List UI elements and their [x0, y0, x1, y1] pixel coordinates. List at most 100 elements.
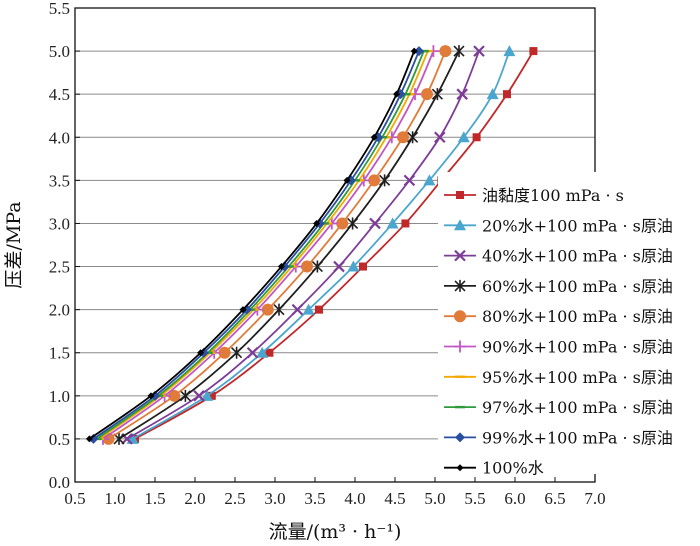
data-point	[369, 217, 381, 230]
data-point	[85, 435, 93, 443]
x-tick-label: 5.0	[424, 489, 445, 508]
legend-item-1: 20%水+100 mPa · s原油	[444, 216, 673, 235]
data-point	[410, 47, 418, 55]
data-point	[486, 88, 499, 100]
data-point	[368, 174, 381, 187]
x-axis-title: 流量/(m³ · h⁻¹)	[269, 521, 402, 543]
y-tick-label: 0.5	[49, 430, 70, 449]
data-point	[150, 390, 160, 401]
data-point	[147, 392, 155, 400]
x-tick-label: 2.0	[184, 489, 205, 508]
y-axis-title: 压差/MPa	[3, 201, 25, 288]
legend-item-6: 95%水+100 mPa · s原油	[444, 368, 673, 387]
x-tick-label: 3.0	[264, 489, 285, 508]
data-point	[393, 90, 401, 98]
series-line	[108, 50, 447, 440]
y-tick-label: 4.0	[49, 128, 70, 147]
series-line	[102, 50, 435, 440]
data-point	[246, 346, 259, 359]
data-point	[311, 260, 323, 273]
data-point	[401, 219, 410, 228]
series-line	[92, 50, 420, 440]
legend-item-5: 90%水+100 mPa · s原油	[444, 338, 673, 357]
x-tick-label: 4.0	[344, 489, 365, 508]
series-line	[118, 50, 460, 440]
data-point	[456, 88, 468, 100]
series-2	[121, 45, 485, 445]
data-point	[397, 131, 409, 144]
series-9	[85, 47, 418, 443]
series-3	[113, 45, 465, 445]
data-point	[503, 45, 516, 57]
y-tick-label: 5.5	[49, 0, 70, 18]
series-line	[126, 50, 480, 440]
legend-item-3: 60%水+100 mPa · s原油	[444, 277, 673, 296]
y-tick-label: 1.0	[49, 387, 70, 406]
legend-swatch-marker	[454, 219, 466, 231]
data-point	[414, 46, 424, 57]
data-point	[313, 219, 321, 227]
legend-item-9: 100%水	[444, 459, 544, 478]
data-point	[231, 346, 243, 359]
x-tick-label: 5.5	[464, 489, 485, 508]
data-point	[457, 131, 470, 143]
data-point	[256, 346, 269, 358]
data-point	[453, 45, 465, 58]
data-point	[273, 303, 285, 316]
legend-swatch-marker	[456, 191, 464, 199]
data-point	[201, 389, 213, 401]
data-point	[291, 303, 304, 316]
data-point	[261, 303, 274, 316]
legend-label: 97%水+100 mPa · s原油	[482, 398, 673, 417]
y-tick-label: 1.5	[49, 344, 70, 363]
data-point	[359, 262, 367, 271]
data-point	[179, 389, 191, 402]
legend-item-7: 97%水+100 mPa · s原油	[444, 398, 673, 417]
data-point	[421, 88, 433, 101]
data-point	[113, 432, 125, 445]
legend-swatch-marker	[454, 279, 466, 292]
data-point	[423, 174, 436, 186]
legend-label: 20%水+100 mPa · s原油	[482, 216, 673, 235]
data-point	[434, 131, 446, 144]
series-5	[97, 45, 440, 445]
x-tick-label: 2.5	[224, 489, 245, 508]
legend-item-8: 99%水+100 mPa · s原油	[444, 428, 673, 447]
y-tick-label: 2.5	[49, 258, 70, 277]
data-point	[347, 217, 359, 230]
data-point	[197, 349, 205, 357]
legend-swatch-marker	[454, 310, 466, 323]
legend-label: 60%水+100 mPa · s原油	[482, 277, 673, 296]
data-point	[403, 174, 416, 187]
series-line	[98, 50, 429, 440]
data-point	[277, 263, 285, 271]
legend-item-4: 80%水+100 mPa · s原油	[444, 307, 673, 326]
series-layer	[85, 45, 538, 445]
legend-item-0: 油黏度100 mPa · s	[444, 186, 624, 205]
y-tick-label: 0.0	[49, 473, 70, 492]
legend-label: 95%水+100 mPa · s原油	[482, 368, 673, 387]
y-tick-label: 3.5	[49, 171, 70, 190]
legend-swatch-marker	[455, 432, 465, 443]
data-point	[407, 131, 419, 144]
data-point	[333, 260, 345, 273]
data-point	[88, 433, 99, 444]
x-tick-label: 1.5	[144, 489, 165, 508]
data-point	[207, 391, 216, 400]
legend: 油黏度100 mPa · s 20%水+100 mPa · s原油 40%水+100…	[438, 172, 700, 478]
series-line	[132, 50, 511, 440]
data-point	[239, 306, 247, 314]
legend-swatch-marker	[454, 249, 466, 262]
legend-label: 80%水+100 mPa · s原油	[482, 307, 673, 326]
legend-label: 油黏度100 mPa · s	[482, 186, 624, 205]
x-tick-label: 3.5	[304, 489, 325, 508]
data-point	[265, 348, 274, 357]
x-tick-label: 6.5	[544, 489, 565, 508]
data-point	[529, 47, 538, 56]
legend-label: 90%水+100 mPa · s原油	[482, 338, 673, 357]
data-point	[218, 346, 231, 359]
data-point	[168, 389, 181, 402]
y-tick-label: 3.0	[49, 214, 70, 233]
legend-label: 100%水	[482, 459, 544, 478]
